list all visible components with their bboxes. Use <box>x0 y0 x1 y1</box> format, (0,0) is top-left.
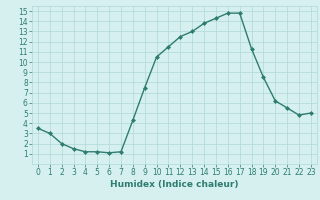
X-axis label: Humidex (Indice chaleur): Humidex (Indice chaleur) <box>110 180 239 189</box>
